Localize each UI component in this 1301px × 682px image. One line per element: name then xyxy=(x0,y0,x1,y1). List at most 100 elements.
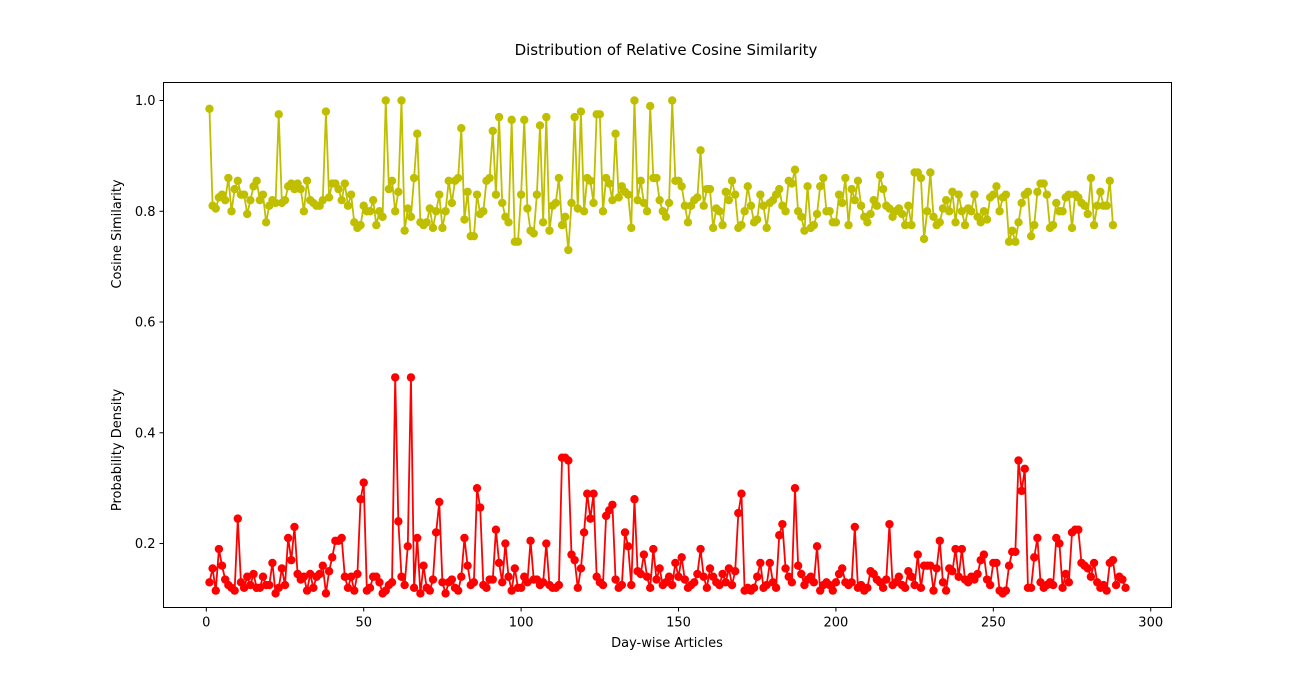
data-point-cosine xyxy=(513,237,523,246)
data-point-cosine xyxy=(951,218,960,227)
data-point-density xyxy=(696,544,705,554)
data-point-cosine xyxy=(1064,190,1074,199)
data-point-density xyxy=(831,578,841,587)
data-point-cosine xyxy=(299,207,309,216)
data-point-cosine xyxy=(1108,220,1118,230)
data-point-cosine xyxy=(759,201,768,210)
data-point-cosine xyxy=(630,96,639,105)
data-point-cosine xyxy=(834,190,844,199)
data-point-cosine xyxy=(356,220,365,230)
data-point-cosine xyxy=(730,190,740,199)
data-point-cosine xyxy=(608,195,617,205)
data-point-density xyxy=(1111,580,1121,590)
data-point-density xyxy=(302,586,312,595)
data-point-density xyxy=(1030,553,1039,562)
data-point-cosine xyxy=(324,193,334,202)
data-point-cosine xyxy=(935,218,944,227)
data-point-cosine xyxy=(551,198,560,208)
data-point-density xyxy=(730,567,740,576)
data-point-density xyxy=(589,489,598,498)
data-point-cosine xyxy=(841,173,850,183)
x-tick-label: 150 xyxy=(666,616,691,631)
data-point-cosine xyxy=(642,207,652,216)
data-point-density xyxy=(554,580,564,590)
data-point-density xyxy=(501,539,510,548)
data-point-cosine xyxy=(611,129,620,138)
data-point-cosine xyxy=(683,218,693,227)
data-point-density xyxy=(428,575,438,584)
data-point-cosine xyxy=(809,220,819,230)
data-point-density xyxy=(775,531,784,540)
data-point-density xyxy=(287,555,296,565)
data-point-cosine xyxy=(435,190,444,199)
data-point-cosine xyxy=(790,165,800,174)
data-point-density xyxy=(863,583,872,593)
data-point-density xyxy=(274,583,283,593)
data-point-density xyxy=(677,553,686,562)
data-point-density xyxy=(1058,583,1067,593)
data-point-cosine xyxy=(1011,237,1020,246)
data-point-density xyxy=(655,564,664,573)
data-point-cosine xyxy=(397,96,406,105)
data-point-density xyxy=(693,569,702,579)
data-point-density xyxy=(771,583,781,593)
data-point-cosine xyxy=(589,198,598,208)
data-point-cosine xyxy=(485,173,494,183)
data-point-cosine xyxy=(762,223,771,233)
data-point-density xyxy=(608,500,617,509)
data-point-density xyxy=(753,572,762,581)
data-point-cosine xyxy=(337,195,346,205)
data-point-density xyxy=(579,528,589,537)
data-point-cosine xyxy=(239,190,249,199)
data-point-density xyxy=(1102,586,1111,595)
data-point-density xyxy=(510,564,520,573)
data-point-density xyxy=(507,586,516,595)
data-point-density xyxy=(280,580,290,590)
data-point-cosine xyxy=(967,207,976,216)
data-point-density xyxy=(340,572,350,581)
data-point-density xyxy=(526,536,535,545)
data-point-cosine xyxy=(1083,209,1092,219)
data-point-density xyxy=(353,569,362,579)
data-point-density xyxy=(935,536,944,545)
data-point-cosine xyxy=(391,207,400,216)
data-point-density xyxy=(290,522,299,532)
data-point-density xyxy=(916,583,926,593)
data-point-cosine xyxy=(652,173,661,183)
data-point-density xyxy=(306,569,315,579)
data-point-cosine xyxy=(460,215,469,224)
data-point-density xyxy=(649,544,658,554)
data-point-cosine xyxy=(491,190,501,199)
data-point-cosine xyxy=(280,195,290,205)
data-point-density xyxy=(208,564,217,573)
data-point-density xyxy=(498,578,507,587)
data-point-cosine xyxy=(441,207,450,216)
data-point-cosine xyxy=(438,223,447,233)
data-point-density xyxy=(413,533,422,543)
data-point-density xyxy=(932,564,941,573)
data-point-cosine xyxy=(318,195,327,205)
data-point-density xyxy=(337,533,346,543)
data-point-cosine xyxy=(343,201,353,210)
data-point-density xyxy=(598,580,608,590)
data-point-cosine xyxy=(919,234,929,244)
data-point-cosine xyxy=(926,168,935,177)
data-point-density xyxy=(1014,456,1023,465)
data-point-cosine xyxy=(447,198,457,208)
data-point-cosine xyxy=(803,182,812,191)
data-point-cosine xyxy=(1030,220,1039,230)
data-point-density xyxy=(482,583,491,593)
data-point-cosine xyxy=(494,112,504,122)
data-point-cosine xyxy=(469,231,479,241)
data-point-density xyxy=(516,583,526,593)
data-point-density xyxy=(318,561,327,570)
data-point-density xyxy=(737,489,746,498)
data-point-cosine xyxy=(740,207,749,216)
data-point-cosine xyxy=(1052,198,1061,208)
data-point-cosine xyxy=(1058,207,1067,216)
data-point-density xyxy=(491,525,501,534)
data-point-density xyxy=(671,558,680,568)
data-point-density xyxy=(702,583,712,593)
y-axis-title-lower: Probability Density xyxy=(110,389,125,512)
data-point-density xyxy=(992,558,1001,568)
